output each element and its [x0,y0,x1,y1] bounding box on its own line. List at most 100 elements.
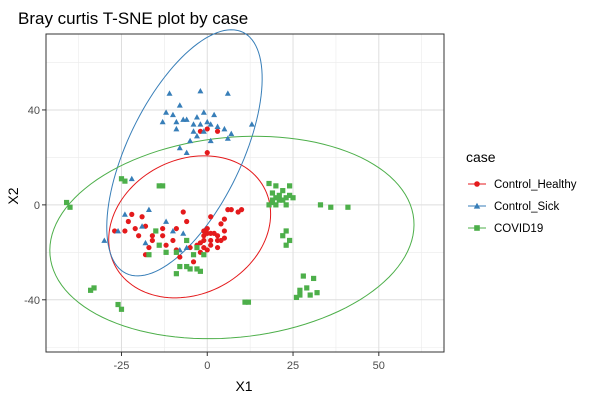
data-point-control-sick [145,206,152,213]
data-point-control-healthy [149,237,155,244]
data-point-covid19 [160,183,166,189]
data-point-control-sick [176,102,183,108]
data-point-covid19 [122,178,128,184]
x-axis-label: X1 [235,378,252,394]
data-point-control-sick [190,128,197,134]
data-point-covid19 [197,268,203,274]
data-point-control-healthy [190,259,197,265]
data-point-control-sick [180,230,187,236]
data-point-control-healthy [208,214,214,220]
data-point-control-healthy [228,207,234,213]
data-point-covid19 [173,271,179,277]
data-point-control-sick [187,137,194,144]
data-point-covid19 [153,228,159,234]
data-point-control-sick [197,87,204,94]
legend-marker [474,181,480,187]
data-point-control-sick [139,223,146,229]
data-point-covid19 [91,285,97,291]
legend-title: case [466,149,496,165]
data-point-covid19 [146,252,152,258]
data-point-control-healthy [204,247,210,253]
legend: case Control_Healthy Control_Sick COVID19 [466,149,577,235]
data-point-control-healthy [125,218,131,225]
data-point-covid19 [242,299,248,305]
data-point-covid19 [269,199,276,206]
x-tick-label: 50 [373,360,385,372]
data-point-covid19 [287,192,293,198]
data-point-control-sick [163,109,170,115]
data-point-control-healthy [214,128,221,134]
data-point-control-healthy [146,244,152,251]
data-point-control-healthy [208,242,214,248]
data-point-covid19 [276,192,282,198]
data-point-control-healthy [136,233,142,239]
data-point-control-healthy [139,214,145,220]
axes: -25 0 25 50 -40 0 40 [24,105,385,372]
legend-label: Control_Healthy [494,179,577,191]
data-point-control-sick [204,118,211,125]
data-point-control-healthy [208,237,214,244]
data-point-control-healthy [204,126,210,132]
data-point-covid19 [283,195,289,201]
data-point-control-healthy [218,221,224,227]
data-point-control-healthy [221,228,228,234]
data-point-covid19 [266,202,272,208]
y-tick-label: 0 [34,200,40,212]
data-point-covid19 [328,204,334,210]
data-point-control-healthy [221,216,228,222]
data-point-covid19 [163,249,169,255]
data-point-covid19 [314,290,320,296]
data-point-covid19 [118,176,125,182]
data-point-covid19 [300,273,306,279]
data-point-control-healthy [204,150,210,156]
data-point-control-sick [183,149,190,156]
data-point-covid19 [293,294,300,301]
data-point-control-healthy [129,211,135,217]
data-point-covid19 [156,183,162,189]
data-point-control-sick [169,111,176,118]
data-point-control-healthy [132,225,138,232]
data-point-control-sick [166,90,173,96]
data-point-control-sick [248,121,255,127]
y-tick-label: 40 [28,105,40,117]
data-point-control-healthy [180,209,186,215]
panel-background [46,34,444,352]
data-point-control-sick [200,109,207,115]
data-point-control-sick [200,128,207,134]
data-point-covid19 [184,237,190,244]
data-point-control-sick [224,135,231,141]
data-point-control-sick [121,211,128,217]
data-point-control-sick [180,116,187,122]
x-tick-label: 0 [204,360,210,372]
data-point-covid19 [311,275,317,282]
data-point-covid19 [283,202,289,208]
data-point-covid19 [190,252,197,258]
data-point-covid19 [276,197,282,203]
legend-label: Control_Sick [494,201,559,213]
data-point-covid19 [201,252,207,258]
data-point-control-sick [163,218,170,224]
data-points [63,87,351,312]
data-point-covid19 [273,202,279,208]
legend-label: COVID19 [494,223,543,235]
data-point-control-sick [207,121,214,127]
confidence-ellipse [106,29,263,277]
y-tick-label: -40 [24,295,40,307]
x-tick-label: -25 [114,360,130,372]
data-point-covid19 [173,249,179,255]
data-point-covid19 [280,197,286,203]
data-point-covid19 [297,287,303,293]
legend-marker [473,202,481,209]
data-point-covid19 [317,202,324,208]
data-point-control-sick [193,114,200,120]
data-point-control-healthy [173,225,179,232]
y-axis-label: X2 [5,187,21,204]
data-point-covid19 [304,285,310,291]
data-point-control-sick [169,227,176,234]
data-point-control-sick [159,118,166,125]
data-point-control-healthy [214,233,221,239]
data-point-control-healthy [204,225,210,232]
data-point-covid19 [290,195,296,201]
data-point-covid19 [115,301,121,308]
